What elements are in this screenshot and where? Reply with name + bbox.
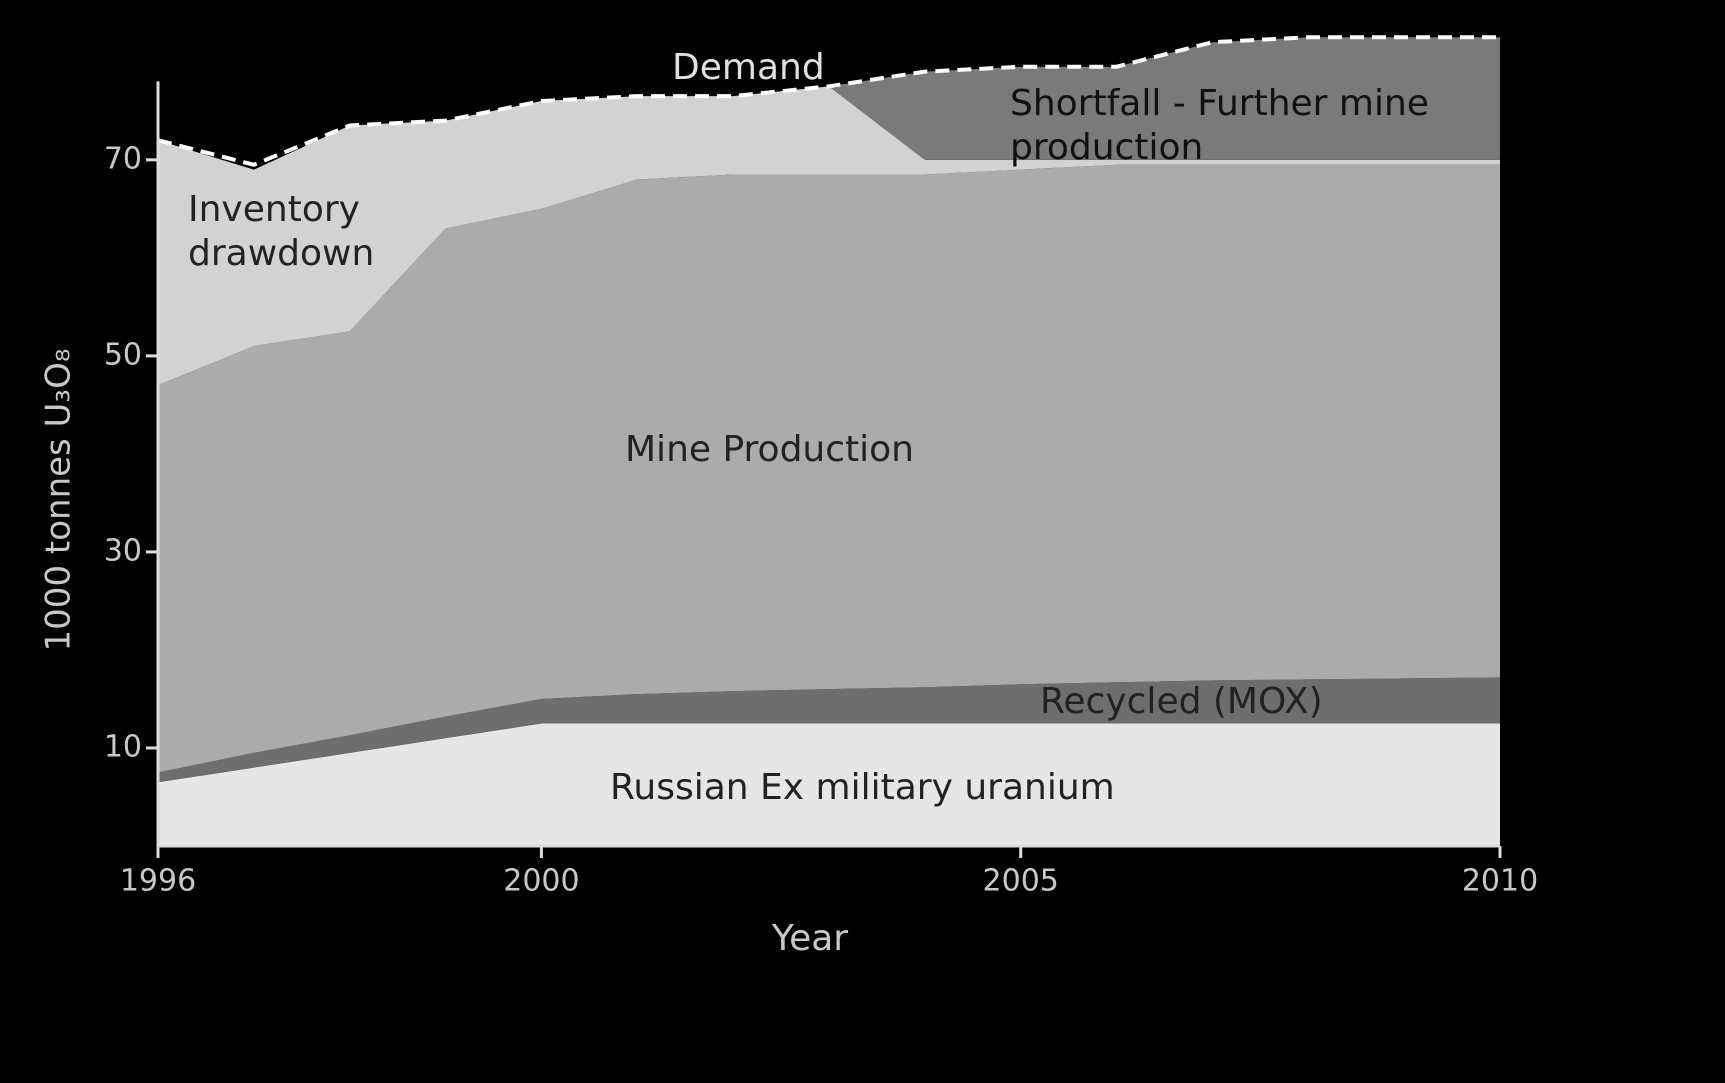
- y-tick-label: 50: [104, 337, 142, 372]
- x-axis-title: Year: [771, 918, 848, 959]
- x-tick-label: 1996: [120, 864, 196, 899]
- demand-label: Demand: [672, 47, 825, 88]
- area: [158, 723, 1500, 846]
- x-tick-label: 2010: [1462, 864, 1538, 899]
- area: [158, 37, 1500, 170]
- area-label: Mine Production: [625, 429, 915, 470]
- y-tick-label: 10: [104, 729, 142, 764]
- x-tick-label: 2000: [503, 864, 579, 899]
- areas: [158, 37, 1500, 846]
- y-tick-label: 30: [104, 533, 142, 568]
- area: [158, 86, 1500, 386]
- area-label: Inventory drawdown: [188, 189, 375, 274]
- area: [158, 164, 1500, 773]
- area-label: Recycled (MOX): [1040, 681, 1323, 722]
- demand-line: [157, 35, 1500, 167]
- area-label: Shortfall - Further mine production: [1010, 83, 1429, 168]
- x-tick-label: 2005: [983, 864, 1059, 899]
- area: [158, 677, 1500, 783]
- y-tick-label: 70: [104, 141, 142, 176]
- area-label: Russian Ex military uranium: [610, 767, 1115, 808]
- y-axis-title: 1000 tonnes U₃O₈: [39, 349, 79, 652]
